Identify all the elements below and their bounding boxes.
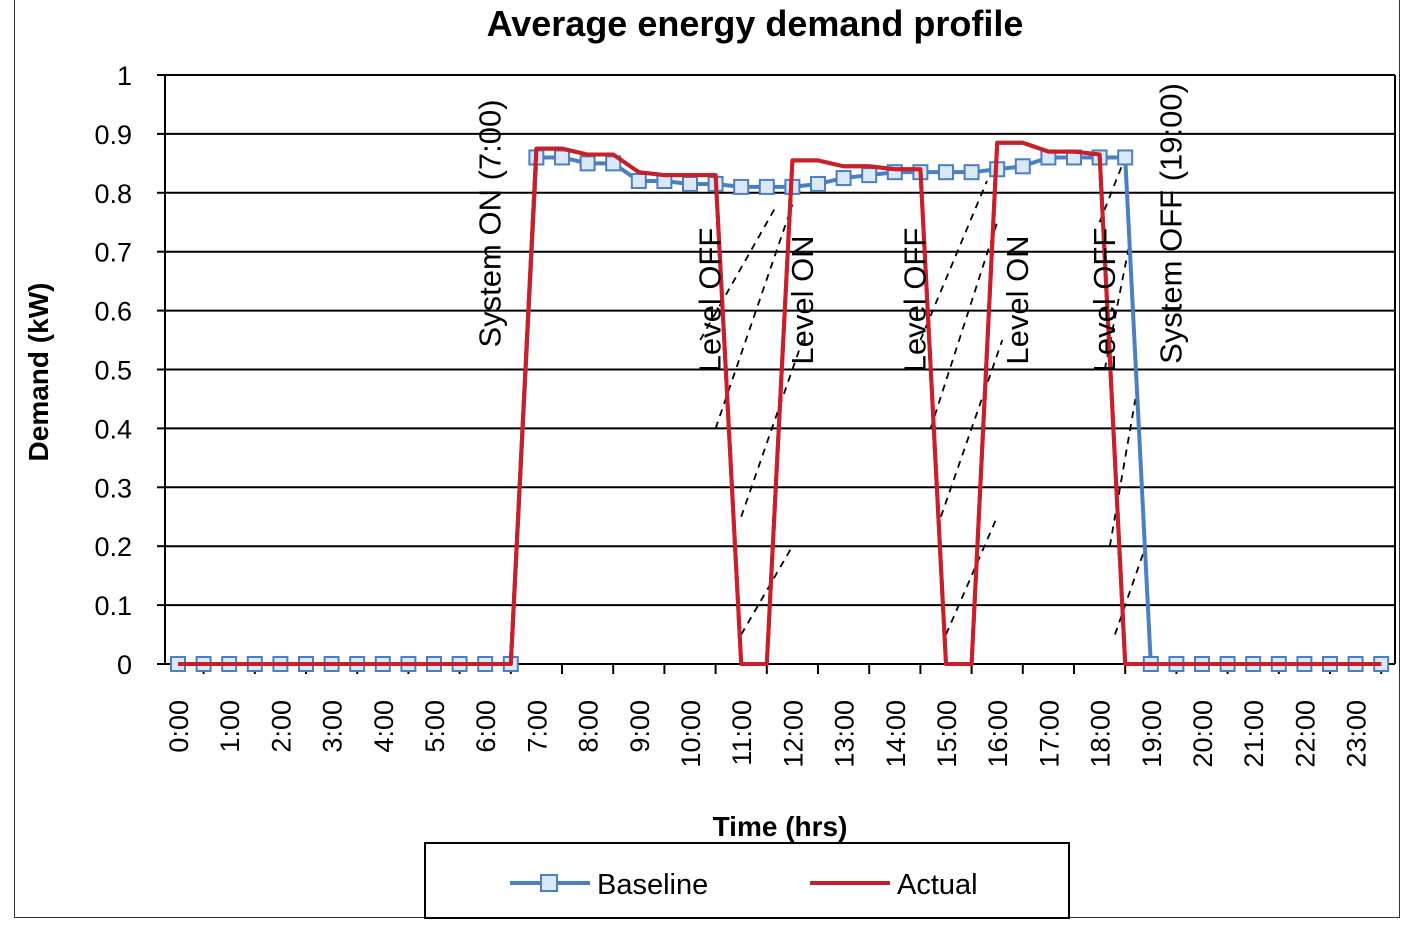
- series-layer: [170, 140, 1390, 672]
- y-axis-ticks: 0 0.1 0.2 0.3 0.4 0.5 0.6 0.7 0.8 0.9 1: [94, 61, 132, 680]
- dashed-marker: [945, 516, 999, 635]
- x-tick-label: 11:00: [727, 700, 757, 766]
- data-point-baseline: [963, 164, 980, 181]
- y-tick-label: 0.6: [94, 297, 132, 327]
- annotation-label: Level OFF: [898, 228, 933, 373]
- data-point-baseline: [554, 149, 570, 166]
- x-tick-label: 14:00: [881, 700, 911, 768]
- dashed-marker: [740, 339, 804, 518]
- x-tick-label: 7:00: [522, 700, 552, 753]
- x-tick-label: 13:00: [830, 700, 860, 768]
- y-tick-label: 0.3: [94, 473, 132, 503]
- y-tick-label: 0: [117, 650, 132, 680]
- data-point-baseline: [1014, 158, 1031, 175]
- dashed-marker: [929, 221, 999, 429]
- data-point-baseline: [733, 178, 750, 195]
- dashed-marker: [1103, 239, 1132, 370]
- dashed-marker: [940, 339, 1004, 518]
- x-tick-label: 18:00: [1086, 700, 1116, 768]
- y-tick-label: 0.2: [94, 532, 132, 562]
- x-axis-title: Time (hrs): [713, 811, 848, 842]
- data-point-baseline: [835, 170, 852, 187]
- data-point-baseline: [758, 178, 775, 195]
- dashed-marker: [919, 180, 988, 341]
- annotation-label: System OFF (19:00): [1154, 83, 1189, 364]
- y-tick-label: 0.5: [94, 356, 132, 386]
- series-line-actual-top: [178, 140, 1382, 666]
- y-tick-label: 0.4: [94, 414, 132, 444]
- legend-actual-label: Actual: [897, 869, 978, 901]
- annotation-label: System ON (7:00): [473, 99, 508, 347]
- x-axis-ticks: 0:00 1:00 2:00 3:00 4:00 5:00 6:00 7:00 8:00 9:00…: [164, 664, 1383, 768]
- y-tick-label: 0.9: [94, 120, 132, 150]
- x-tick-label: 22:00: [1290, 700, 1320, 768]
- x-tick-label: 20:00: [1188, 700, 1218, 768]
- x-tick-label: 3:00: [318, 700, 348, 753]
- y-tick-label: 1: [117, 61, 132, 91]
- dashed-marker: [1098, 157, 1127, 223]
- x-tick-label: 4:00: [369, 700, 399, 753]
- legend-box: [424, 842, 1070, 919]
- x-tick-label: 17:00: [1034, 700, 1064, 768]
- x-tick-label: 2:00: [266, 700, 296, 753]
- legend: Baseline Actual: [424, 842, 1070, 919]
- legend-baseline-label: Baseline: [597, 869, 708, 901]
- chart-title: Average energy demand profile: [487, 3, 1024, 44]
- annotation-label: Level ON: [785, 235, 820, 364]
- x-tick-label: 9:00: [625, 700, 655, 753]
- annotation-label: Level OFF: [1087, 228, 1122, 373]
- data-point-baseline: [630, 173, 647, 190]
- y-tick-label: 0.8: [94, 179, 132, 209]
- x-tick-label: 12:00: [778, 700, 808, 768]
- dashed-marker: [740, 545, 794, 636]
- data-point-baseline: [1117, 149, 1134, 166]
- data-point-baseline: [938, 164, 954, 181]
- y-tick-label: 0.7: [94, 238, 132, 268]
- data-point-baseline: [682, 175, 698, 192]
- legend-baseline-marker: [540, 874, 558, 892]
- y-axis-title: Demand (kW): [23, 283, 54, 462]
- annotation-label: Level OFF: [693, 228, 728, 373]
- x-tick-label: 21:00: [1239, 700, 1269, 768]
- x-tick-label: 5:00: [420, 700, 450, 753]
- x-tick-label: 19:00: [1137, 700, 1167, 768]
- x-tick-label: 6:00: [471, 700, 501, 753]
- gridlines: [157, 74, 1396, 665]
- x-tick-label: 1:00: [215, 700, 245, 753]
- data-point-baseline: [861, 167, 878, 184]
- x-tick-label: 23:00: [1342, 700, 1372, 768]
- annotations: System ON (7:00) Level OFF Level ON Level O…: [473, 83, 1189, 372]
- x-tick-label: 10:00: [676, 700, 706, 768]
- annotation-label: Level ON: [1000, 235, 1035, 364]
- data-point-baseline: [579, 155, 596, 172]
- x-tick-label: 16:00: [983, 700, 1013, 768]
- x-tick-label: 0:00: [164, 700, 194, 753]
- x-tick-label: 15:00: [932, 700, 962, 768]
- dashed-marker: [1114, 545, 1147, 635]
- y-tick-label: 0.1: [94, 591, 132, 621]
- x-tick-label: 8:00: [574, 700, 604, 753]
- data-point-baseline: [810, 175, 826, 192]
